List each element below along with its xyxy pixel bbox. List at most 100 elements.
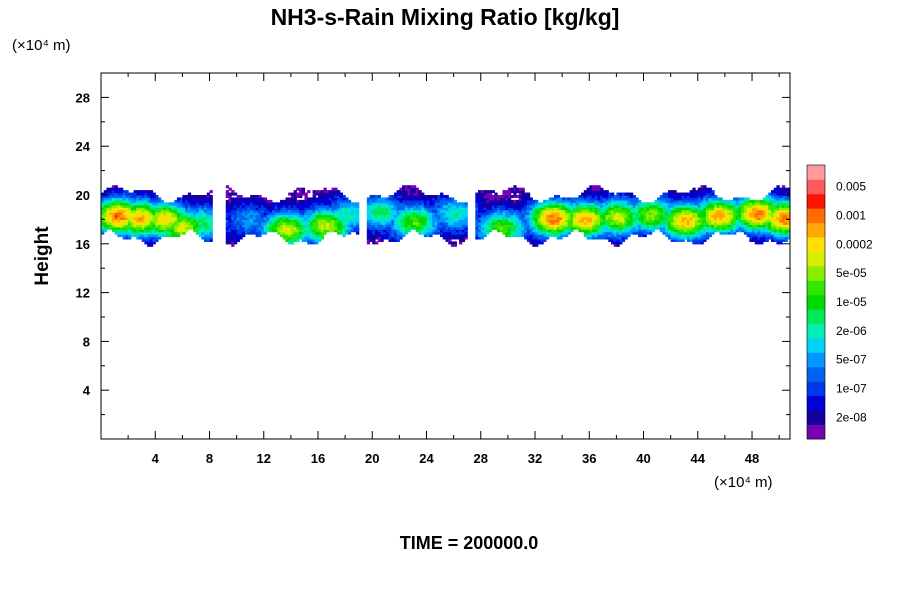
field-cell [640,224,645,228]
field-cell [149,226,154,230]
field-cell [461,219,466,223]
field-cell [242,204,246,208]
field-cell [705,212,710,216]
field-cell [209,214,213,218]
field-cell [128,209,132,213]
field-cell [543,234,547,238]
field-cell [277,229,281,233]
field-cell [331,221,335,225]
field-cell [697,226,702,230]
field-cell [434,199,438,203]
field-cell [429,212,433,216]
field-cell [106,209,110,213]
field-cell [231,190,235,194]
field-cell [206,229,211,233]
field-cell [138,224,143,228]
field-cell [299,214,303,218]
field-cell [513,224,517,228]
field-cell [426,207,430,211]
field-cell [119,204,124,208]
field-cell [149,243,154,247]
field-cell [396,231,400,235]
field-cell [629,202,634,206]
y-axis-unit: (×10⁴ m) [12,37,71,54]
field-cell [266,207,270,211]
field-cell [610,204,615,208]
field-cell [619,216,623,220]
field-cell [654,209,658,213]
field-cell [269,202,273,206]
field-cell [369,226,373,230]
field-cell [331,197,335,201]
field-cell [662,219,666,223]
field-cell [345,202,349,206]
field-cell [128,229,132,233]
field-cell [787,187,790,191]
field-cell [684,207,688,211]
field-cell [635,199,639,203]
field-cell [269,229,273,233]
field-cell [147,204,151,208]
field-cell [244,207,249,211]
field-cell [206,195,211,199]
field-cell [556,202,561,206]
field-cell [765,195,769,199]
field-cell [185,195,189,199]
field-cell [478,199,482,203]
field-cell [540,231,544,235]
field-cell [312,204,316,208]
field-cell [385,204,390,208]
field-cell [206,234,211,238]
field-cell [179,221,183,225]
field-cell [423,221,428,225]
field-cell [643,229,647,233]
field-cell [768,197,772,201]
field-cell [366,221,371,225]
field-cell [692,224,696,228]
field-cell [282,219,287,223]
field-cell [662,195,666,199]
field-cell [391,219,395,223]
field-cell [385,216,390,220]
field-cell [491,221,495,225]
field-cell [556,219,561,223]
field-cell [548,219,552,223]
field-cell [271,202,276,206]
field-cell [499,226,504,230]
field-cell [648,221,653,225]
field-cell [621,197,626,201]
field-cell [673,229,677,233]
field-cell [285,209,289,213]
colorbar-swatch [807,208,825,224]
field-cell [117,224,121,228]
field-cell [752,224,756,228]
field-cell [418,195,422,199]
field-cell [513,195,517,199]
field-cell [757,234,761,238]
field-cell [594,231,599,235]
field-cell [106,212,110,216]
field-cell [600,216,604,220]
field-cell [331,224,335,228]
field-cell [190,195,194,199]
field-cell [616,226,620,230]
field-cell [258,197,262,201]
field-cell [594,199,599,203]
field-cell [152,231,156,235]
field-cell [410,224,414,228]
field-cell [771,221,775,225]
field-cell [670,234,674,238]
field-cell [613,221,617,225]
field-cell [554,199,558,203]
field-cell [315,234,319,238]
field-cell [393,202,398,206]
field-cell [521,231,525,235]
field-cell [643,202,647,206]
field-cell [304,195,308,199]
field-cell [735,197,740,201]
field-cell [258,231,262,235]
field-cell [491,219,495,223]
field-cell [776,190,780,194]
field-cell [388,204,392,208]
field-cell [225,190,230,194]
